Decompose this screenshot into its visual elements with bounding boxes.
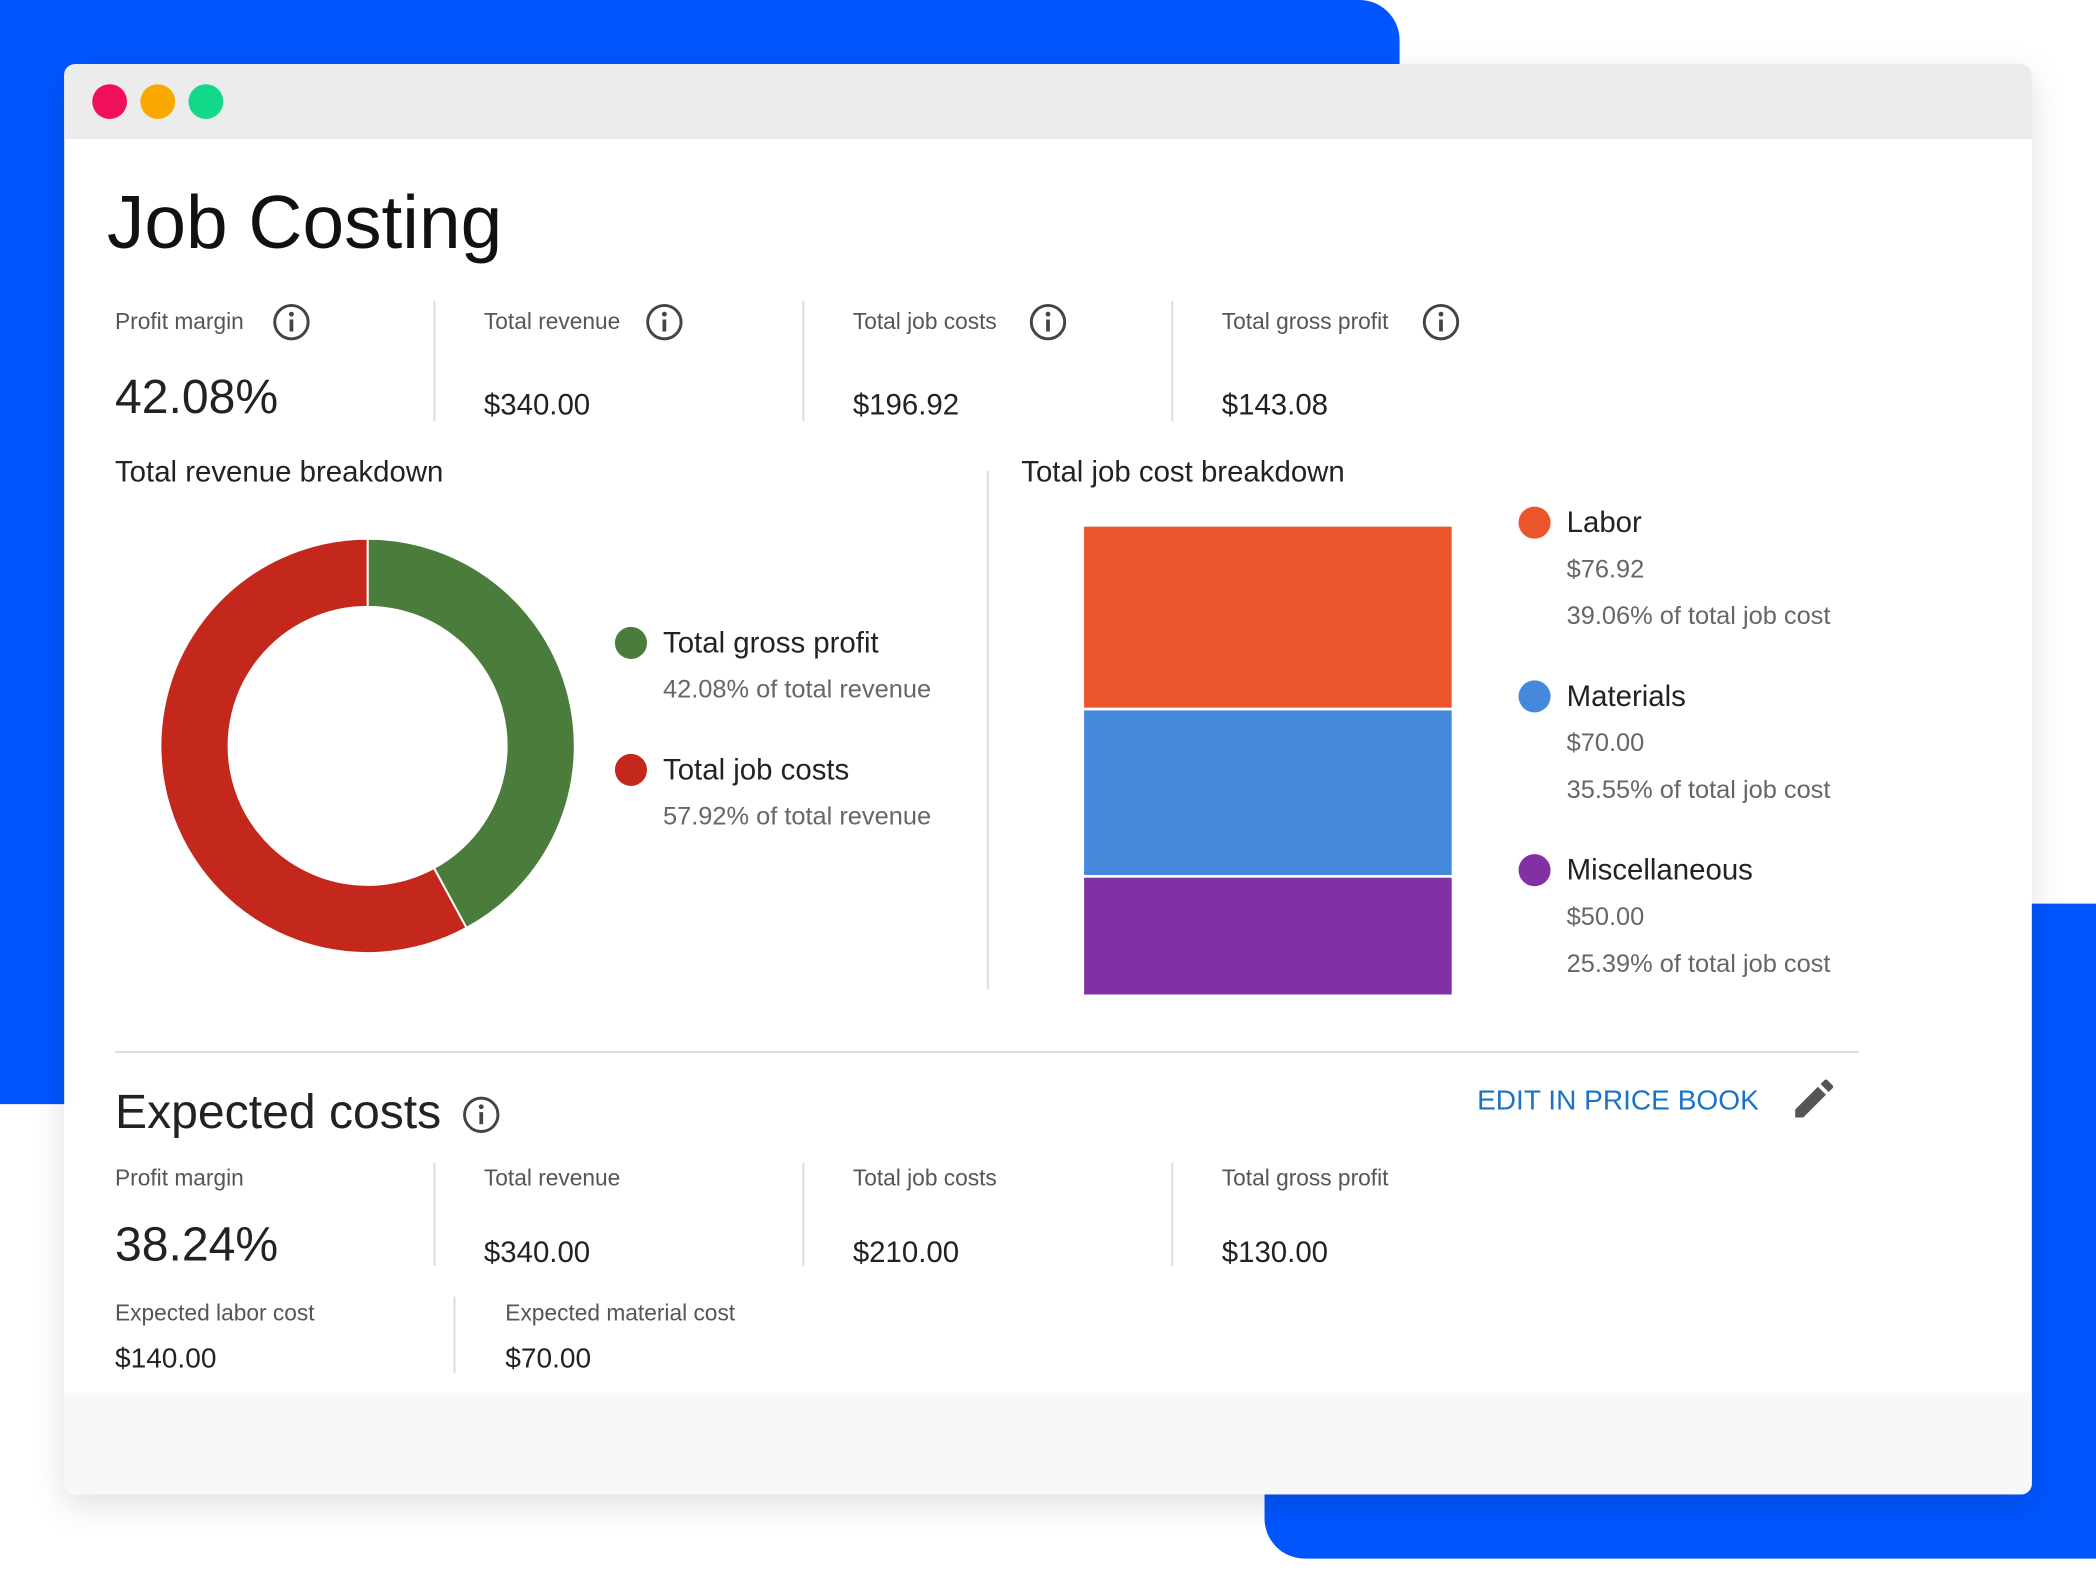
metric-label: Total revenue [484, 1165, 620, 1191]
chart-title: Total job cost breakdown [1021, 455, 1344, 488]
info-icon-dot [1438, 311, 1444, 317]
legend-value: $70.00 [1567, 729, 1645, 757]
metric-label: Profit margin [115, 308, 244, 334]
legend-label: Labor [1567, 506, 1642, 539]
info-icon-stem [289, 319, 294, 332]
metric-value: $143.08 [1222, 389, 1328, 422]
donut-segment [366, 537, 576, 930]
legend-share: 35.55% of total job cost [1567, 776, 1831, 804]
info-icon-stem [479, 1112, 484, 1125]
legend-value: 42.08% of total revenue [663, 676, 931, 704]
edit-link[interactable]: EDIT IN PRICE BOOK [1477, 1085, 1759, 1116]
metric-value: $340.00 [484, 389, 590, 422]
legend-share: 39.06% of total job cost [1567, 602, 1831, 630]
close-button[interactable] [92, 84, 128, 119]
bar-segment [1081, 523, 1455, 711]
info-icon-dot [1045, 311, 1051, 317]
metric-label: Total job costs [853, 1165, 997, 1191]
legend-dot [1518, 506, 1551, 539]
info-icon-dot [661, 311, 667, 317]
legend-value: 57.92% of total revenue [663, 803, 931, 831]
metric-value: $340.00 [484, 1236, 590, 1269]
info-icon[interactable] [646, 303, 683, 341]
legend-dot [614, 626, 647, 659]
info-icon[interactable] [1422, 303, 1460, 341]
metric-label: Total gross profit [1222, 1165, 1389, 1191]
metric-value: $130.00 [1222, 1236, 1328, 1269]
metric-label: Profit margin [115, 1165, 244, 1191]
legend-label: Total gross profit [663, 626, 879, 659]
legend-dot [614, 753, 647, 786]
bar-segment [1081, 875, 1455, 998]
legend-label: Materials [1567, 680, 1686, 713]
metric-label: Total revenue [484, 308, 620, 334]
legend-label: Total job costs [663, 753, 849, 786]
bar-segment [1081, 707, 1455, 878]
detail-value: $70.00 [505, 1343, 591, 1374]
minimize-button[interactable] [140, 84, 176, 119]
maximize-button[interactable] [188, 84, 224, 119]
info-icon-stem [662, 319, 667, 332]
metric-value: 38.24% [115, 1217, 278, 1271]
detail-label: Expected material cost [505, 1300, 736, 1326]
metric-value: 42.08% [115, 370, 278, 424]
legend-dot [1518, 854, 1551, 887]
info-icon-dot [478, 1104, 484, 1110]
legend-dot [1518, 680, 1551, 713]
chart-title: Total revenue breakdown [115, 455, 443, 488]
info-icon-stem [1439, 319, 1443, 332]
metric-label: Total gross profit [1222, 308, 1389, 334]
donut-segment [159, 537, 468, 955]
legend-label: Miscellaneous [1567, 854, 1753, 887]
info-icon-dot [289, 311, 294, 317]
section-title: Expected costs [115, 1085, 441, 1139]
detail-label: Expected labor cost [115, 1300, 315, 1326]
page-title: Job Costing [107, 180, 502, 264]
info-icon[interactable] [273, 303, 310, 341]
info-icon[interactable] [463, 1096, 500, 1133]
metric-value: $196.92 [853, 389, 959, 422]
legend-value: $50.00 [1567, 903, 1645, 931]
detail-value: $140.00 [115, 1343, 216, 1374]
info-icon[interactable] [1029, 303, 1067, 341]
edit-icon[interactable] [1795, 1079, 1834, 1118]
legend-value: $76.92 [1567, 555, 1645, 583]
legend-share: 25.39% of total job cost [1567, 950, 1831, 978]
window [64, 64, 2032, 1495]
info-icon-stem [1046, 319, 1050, 332]
title-bar [64, 64, 2032, 140]
footer [64, 1392, 2032, 1495]
metric-value: $210.00 [853, 1236, 959, 1269]
metric-label: Total job costs [853, 308, 997, 334]
